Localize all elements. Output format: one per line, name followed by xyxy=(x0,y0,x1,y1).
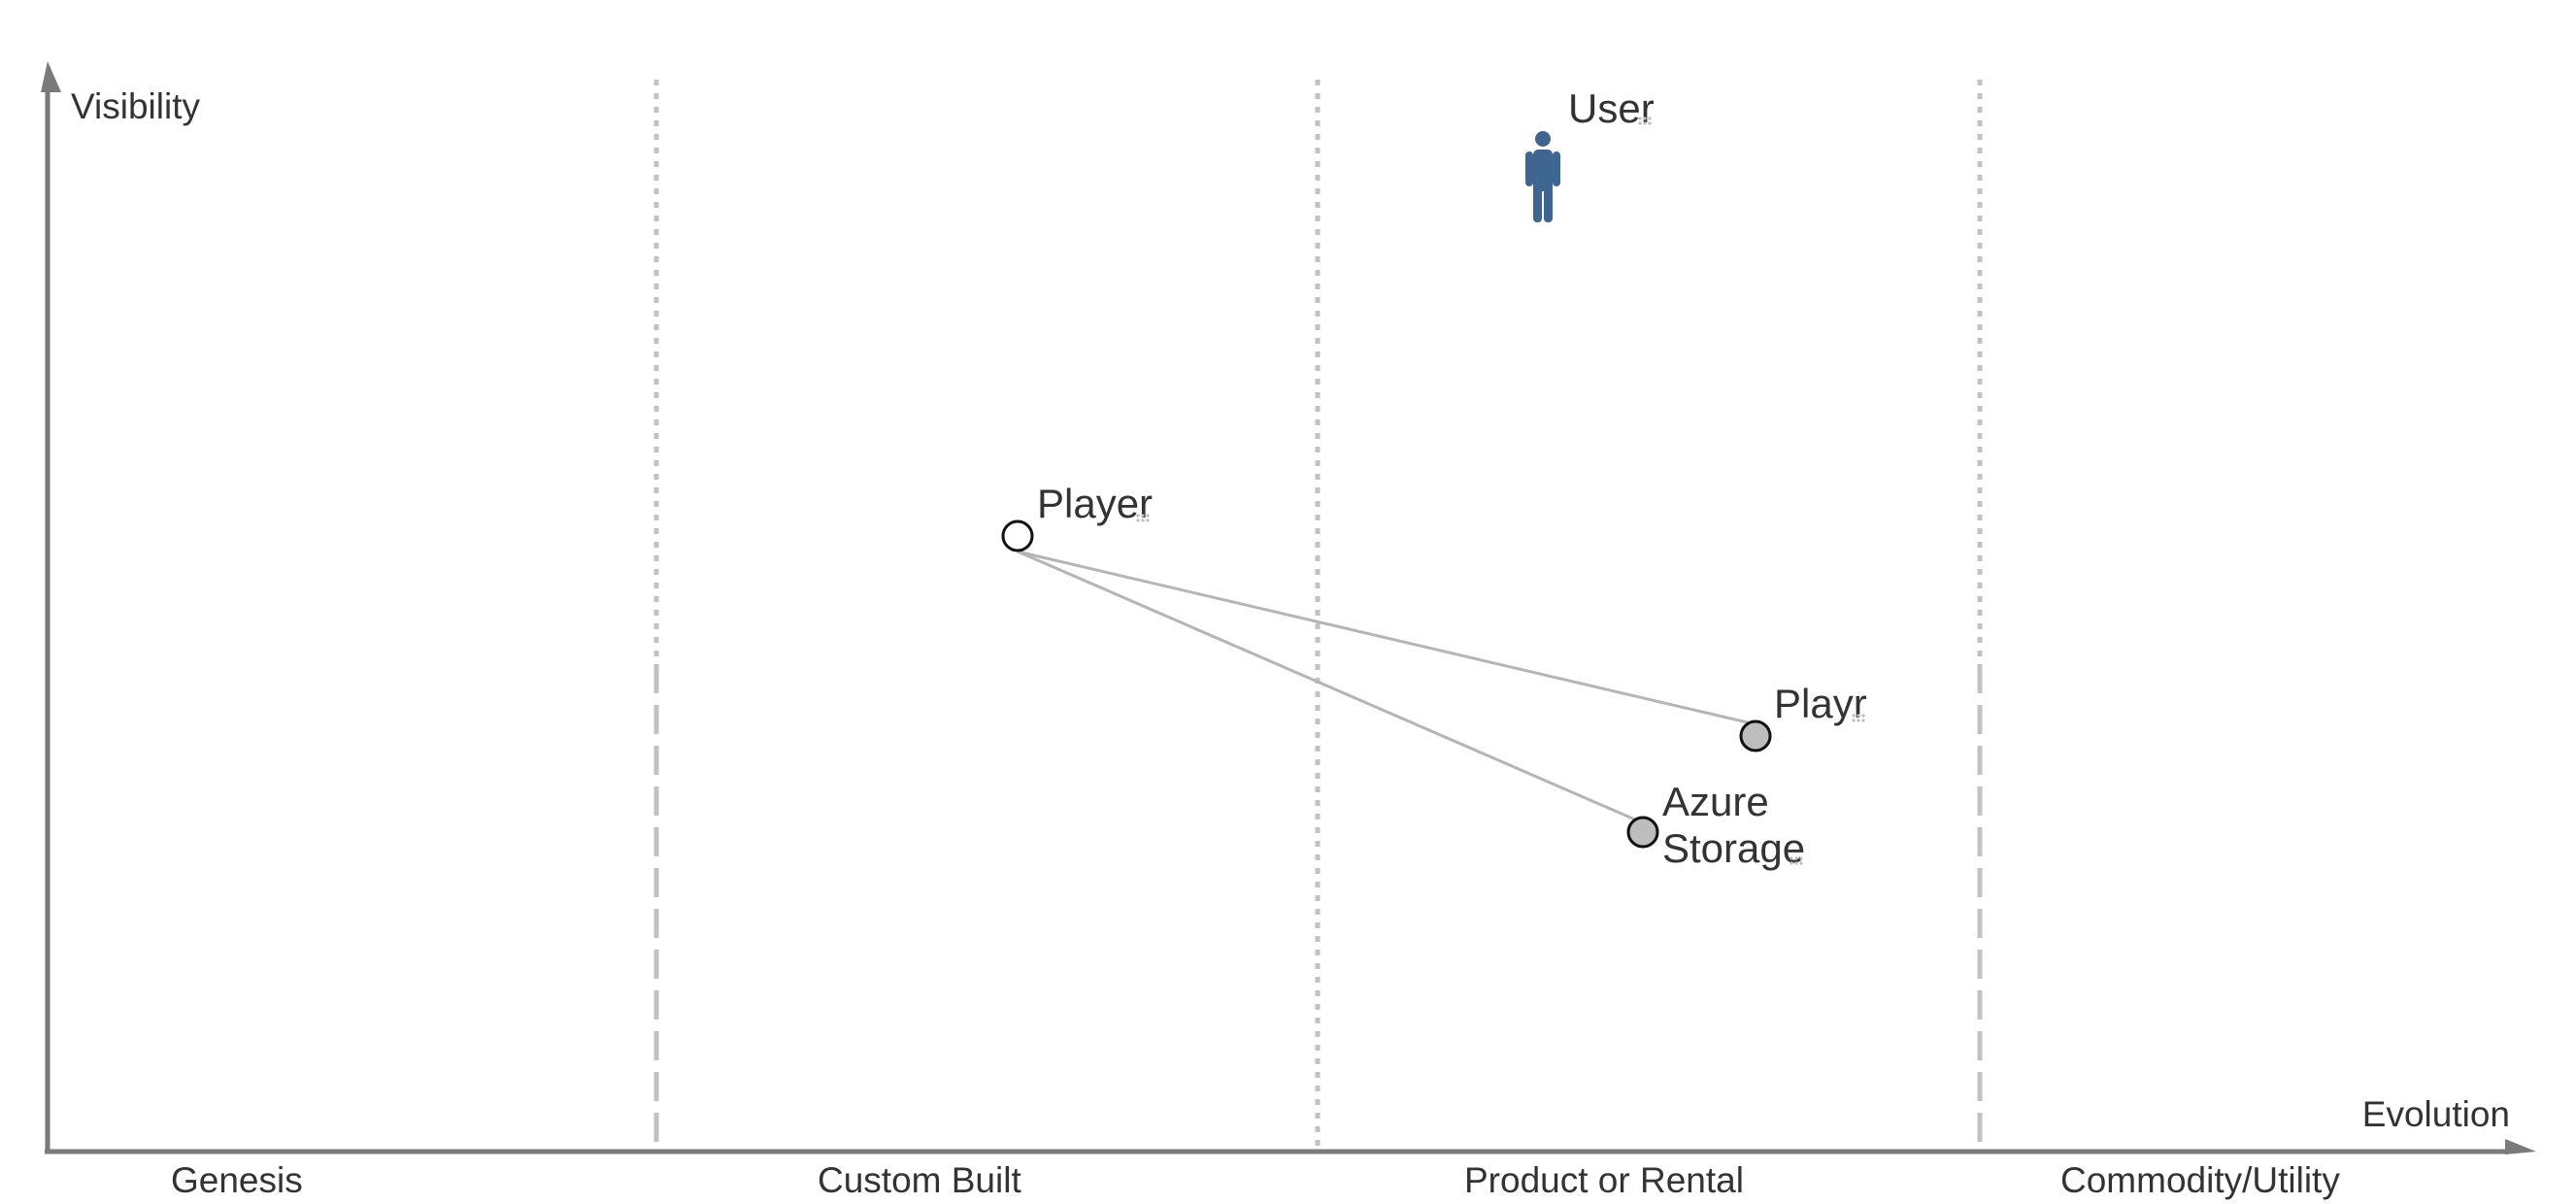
stage-label-genesis: Genesis xyxy=(171,1160,303,1200)
stage-dividers xyxy=(653,80,1983,1151)
playr-label-handle[interactable] xyxy=(1852,714,1865,722)
link-player-playr[interactable] xyxy=(1017,550,1756,726)
user-label: User xyxy=(1568,85,1655,131)
component-user[interactable]: User xyxy=(1525,85,1655,222)
azure-storage-label-line-2: Storage xyxy=(1662,825,1805,871)
player-node[interactable] xyxy=(1001,519,1034,552)
component-player[interactable]: Player xyxy=(1001,481,1153,552)
user-icon xyxy=(1525,131,1560,222)
user-label-handle[interactable] xyxy=(1638,117,1652,125)
y-axis-label: Visibility xyxy=(71,86,200,126)
player-label-handle[interactable] xyxy=(1136,514,1150,522)
component-azure-storage[interactable]: Azure Storage xyxy=(1626,779,1805,871)
y-axis-arrowhead xyxy=(41,61,61,92)
link-player-azure-storage[interactable] xyxy=(1017,550,1645,825)
x-axis-label: Evolution xyxy=(2362,1094,2510,1134)
x-axis-arrowhead xyxy=(2505,1139,2536,1154)
player-label: Player xyxy=(1037,481,1153,526)
links xyxy=(1017,550,1756,825)
azure-storage-label-line-1: Azure xyxy=(1662,779,1769,824)
axes: Visibility Evolution xyxy=(41,61,2536,1154)
stage-labels: Genesis Custom Built Product or Rental C… xyxy=(171,1160,2340,1200)
azure-storage-node[interactable] xyxy=(1626,816,1659,849)
playr-node[interactable] xyxy=(1739,719,1772,752)
stage-label-commodity-utility: Commodity/Utility xyxy=(2060,1160,2340,1200)
stage-label-custom-built: Custom Built xyxy=(818,1160,1021,1200)
component-playr[interactable]: Playr xyxy=(1739,681,1867,752)
playr-label: Playr xyxy=(1774,681,1867,726)
stage-label-product-or-rental: Product or Rental xyxy=(1464,1160,1744,1200)
azure-storage-label-handle[interactable] xyxy=(1790,856,1803,865)
